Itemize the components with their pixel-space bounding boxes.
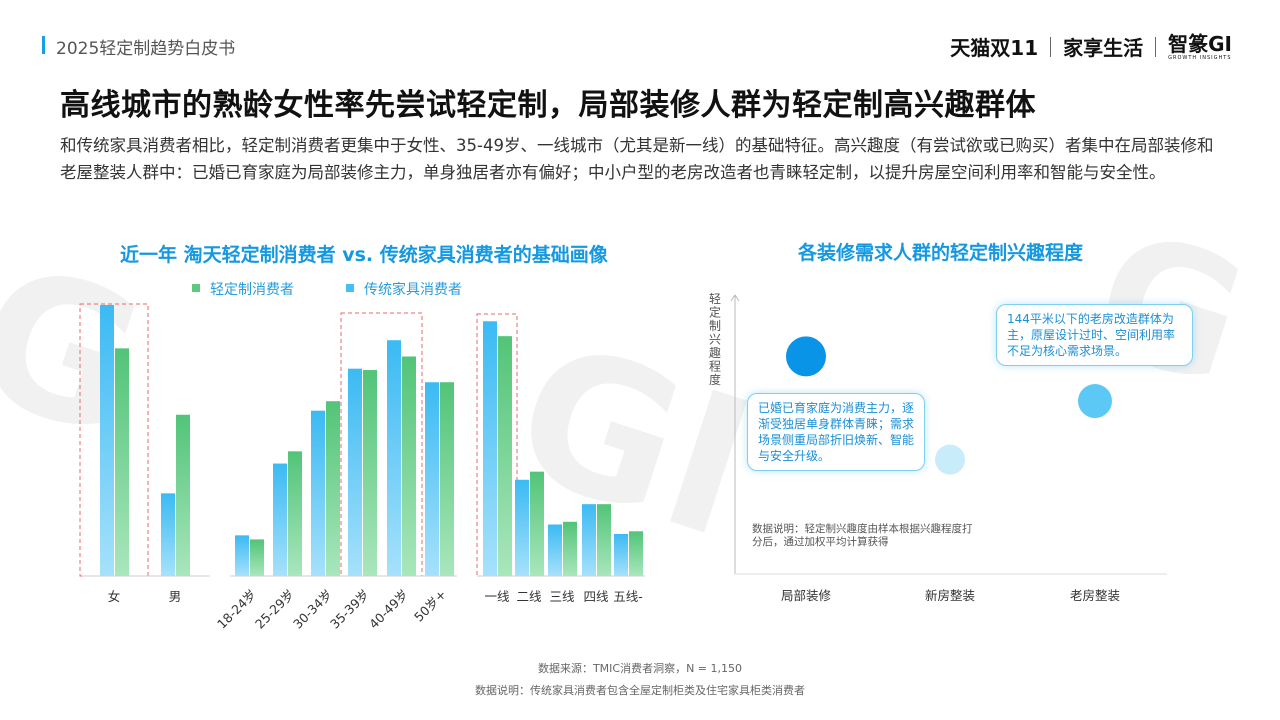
legend-swatch bbox=[346, 284, 354, 292]
x-tick-label: 五线- bbox=[613, 589, 643, 604]
y-axis-label: 制 bbox=[709, 319, 721, 333]
bar-traditional bbox=[273, 463, 287, 576]
x-tick-label: 50岁+ bbox=[411, 587, 449, 625]
bar-light-custom bbox=[498, 336, 512, 576]
brand-tmall: 天猫双11 bbox=[950, 36, 1039, 60]
bar-traditional bbox=[100, 305, 114, 576]
brand-divider bbox=[1050, 36, 1052, 57]
x-tick-label: 新房整装 bbox=[925, 588, 975, 603]
bar-light-custom bbox=[326, 401, 340, 576]
legend-swatch bbox=[192, 284, 200, 292]
bar-light-custom bbox=[288, 451, 302, 576]
bar-traditional bbox=[387, 340, 401, 576]
brand-divider bbox=[1155, 36, 1157, 57]
y-axis-arrow bbox=[730, 294, 740, 302]
bar-light-custom bbox=[176, 414, 190, 576]
bar-light-custom bbox=[440, 382, 454, 576]
x-tick-label: 四线 bbox=[583, 589, 609, 604]
page-headline: 高线城市的熟龄女性率先尝试轻定制，局部装修人群为轻定制高兴趣群体 bbox=[60, 88, 1036, 123]
bar-traditional bbox=[348, 368, 362, 576]
bar-light-custom bbox=[530, 471, 544, 576]
data-source: 数据来源：TMIC消费者洞察，N = 1,150 bbox=[537, 662, 743, 675]
bar-chart-title: 近一年 淘天轻定制消费者 vs. 传统家具消费者的基础画像 bbox=[120, 244, 608, 266]
report-title: 2025轻定制趋势白皮书 bbox=[56, 39, 236, 59]
legend-label: 传统家具消费者 bbox=[364, 281, 462, 298]
y-axis-label: 轻 bbox=[709, 292, 721, 306]
y-axis-label: 兴 bbox=[709, 333, 721, 347]
brand-logos: 天猫双11 家享生活 智篆GI GROWTH INSIGHTS bbox=[950, 32, 1232, 61]
x-tick-label: 男 bbox=[169, 589, 182, 604]
x-tick-label: 局部装修 bbox=[781, 588, 832, 603]
y-axis-label: 趣 bbox=[709, 345, 721, 360]
highlight-box bbox=[340, 312, 423, 577]
callout-local-renovation: 已婚已育家庭为消费主力，逐渐受独居单身群体青睐；需求场景侧重局部折旧焕新、智能与… bbox=[747, 393, 925, 471]
bar-traditional bbox=[614, 533, 628, 576]
x-tick-label: 30-34岁 bbox=[290, 587, 335, 632]
bubble-chart-note: 数据说明：轻定制兴趣度由样本根据兴趣程度打分后，通过加权平均计算获得 bbox=[752, 523, 973, 548]
bar-light-custom bbox=[629, 531, 643, 576]
bar-traditional bbox=[582, 504, 596, 576]
y-axis-label: 定 bbox=[709, 305, 721, 320]
brand-home: 家享生活 bbox=[1063, 36, 1144, 60]
brand-gi-logo: 智篆GI GROWTH INSIGHTS bbox=[1168, 33, 1232, 61]
interest-bubble bbox=[1078, 384, 1112, 419]
bar-light-custom bbox=[597, 504, 611, 576]
bar-light-custom bbox=[250, 539, 264, 576]
bar-traditional bbox=[161, 493, 175, 576]
x-tick-label: 一线 bbox=[484, 589, 510, 604]
y-axis-label: 程 bbox=[709, 359, 721, 374]
x-tick-label: 三线 bbox=[549, 589, 575, 604]
x-tick-label: 25-29岁 bbox=[252, 587, 297, 632]
x-tick-label: 女 bbox=[108, 589, 121, 604]
bar-traditional bbox=[311, 410, 325, 576]
x-tick-label: 二线 bbox=[516, 589, 542, 604]
bar-light-custom bbox=[115, 348, 129, 576]
bar-traditional bbox=[425, 382, 439, 576]
callout-old-house: 144平米以下的老房改造群体为主，原屋设计过时、空间利用率不足为核心需求场景。 bbox=[996, 304, 1193, 366]
bar-traditional bbox=[515, 479, 529, 576]
data-note: 数据说明：传统家具消费者包含全屋定制柜类及住宅家具柜类消费者 bbox=[475, 684, 805, 697]
bubble-chart-title: 各装修需求人群的轻定制兴趣程度 bbox=[798, 242, 1084, 264]
y-axis-label: 度 bbox=[709, 372, 721, 387]
header-accent-bar bbox=[42, 36, 45, 54]
bar-traditional bbox=[548, 524, 562, 576]
bar-light-custom bbox=[402, 356, 416, 576]
legend-label: 轻定制消费者 bbox=[210, 282, 294, 298]
bar-light-custom bbox=[563, 521, 577, 576]
brand-gi-name: 智篆GI bbox=[1168, 31, 1232, 56]
interest-bubble bbox=[786, 336, 826, 377]
bar-traditional bbox=[235, 535, 249, 576]
x-tick-label: 35-39岁 bbox=[327, 587, 372, 632]
lead-paragraph: 和传统家具消费者相比，轻定制消费者更集中于女性、35-49岁、一线城市（尤其是新… bbox=[60, 136, 1214, 182]
brand-gi-sub: GROWTH INSIGHTS bbox=[1168, 54, 1232, 61]
x-tick-label: 老房整装 bbox=[1070, 588, 1120, 603]
x-tick-label: 40-49岁 bbox=[366, 587, 411, 632]
bar-traditional bbox=[483, 321, 497, 576]
interest-bubble bbox=[935, 444, 965, 475]
bar-light-custom bbox=[363, 370, 377, 576]
x-tick-label: 18-24岁 bbox=[214, 587, 259, 632]
